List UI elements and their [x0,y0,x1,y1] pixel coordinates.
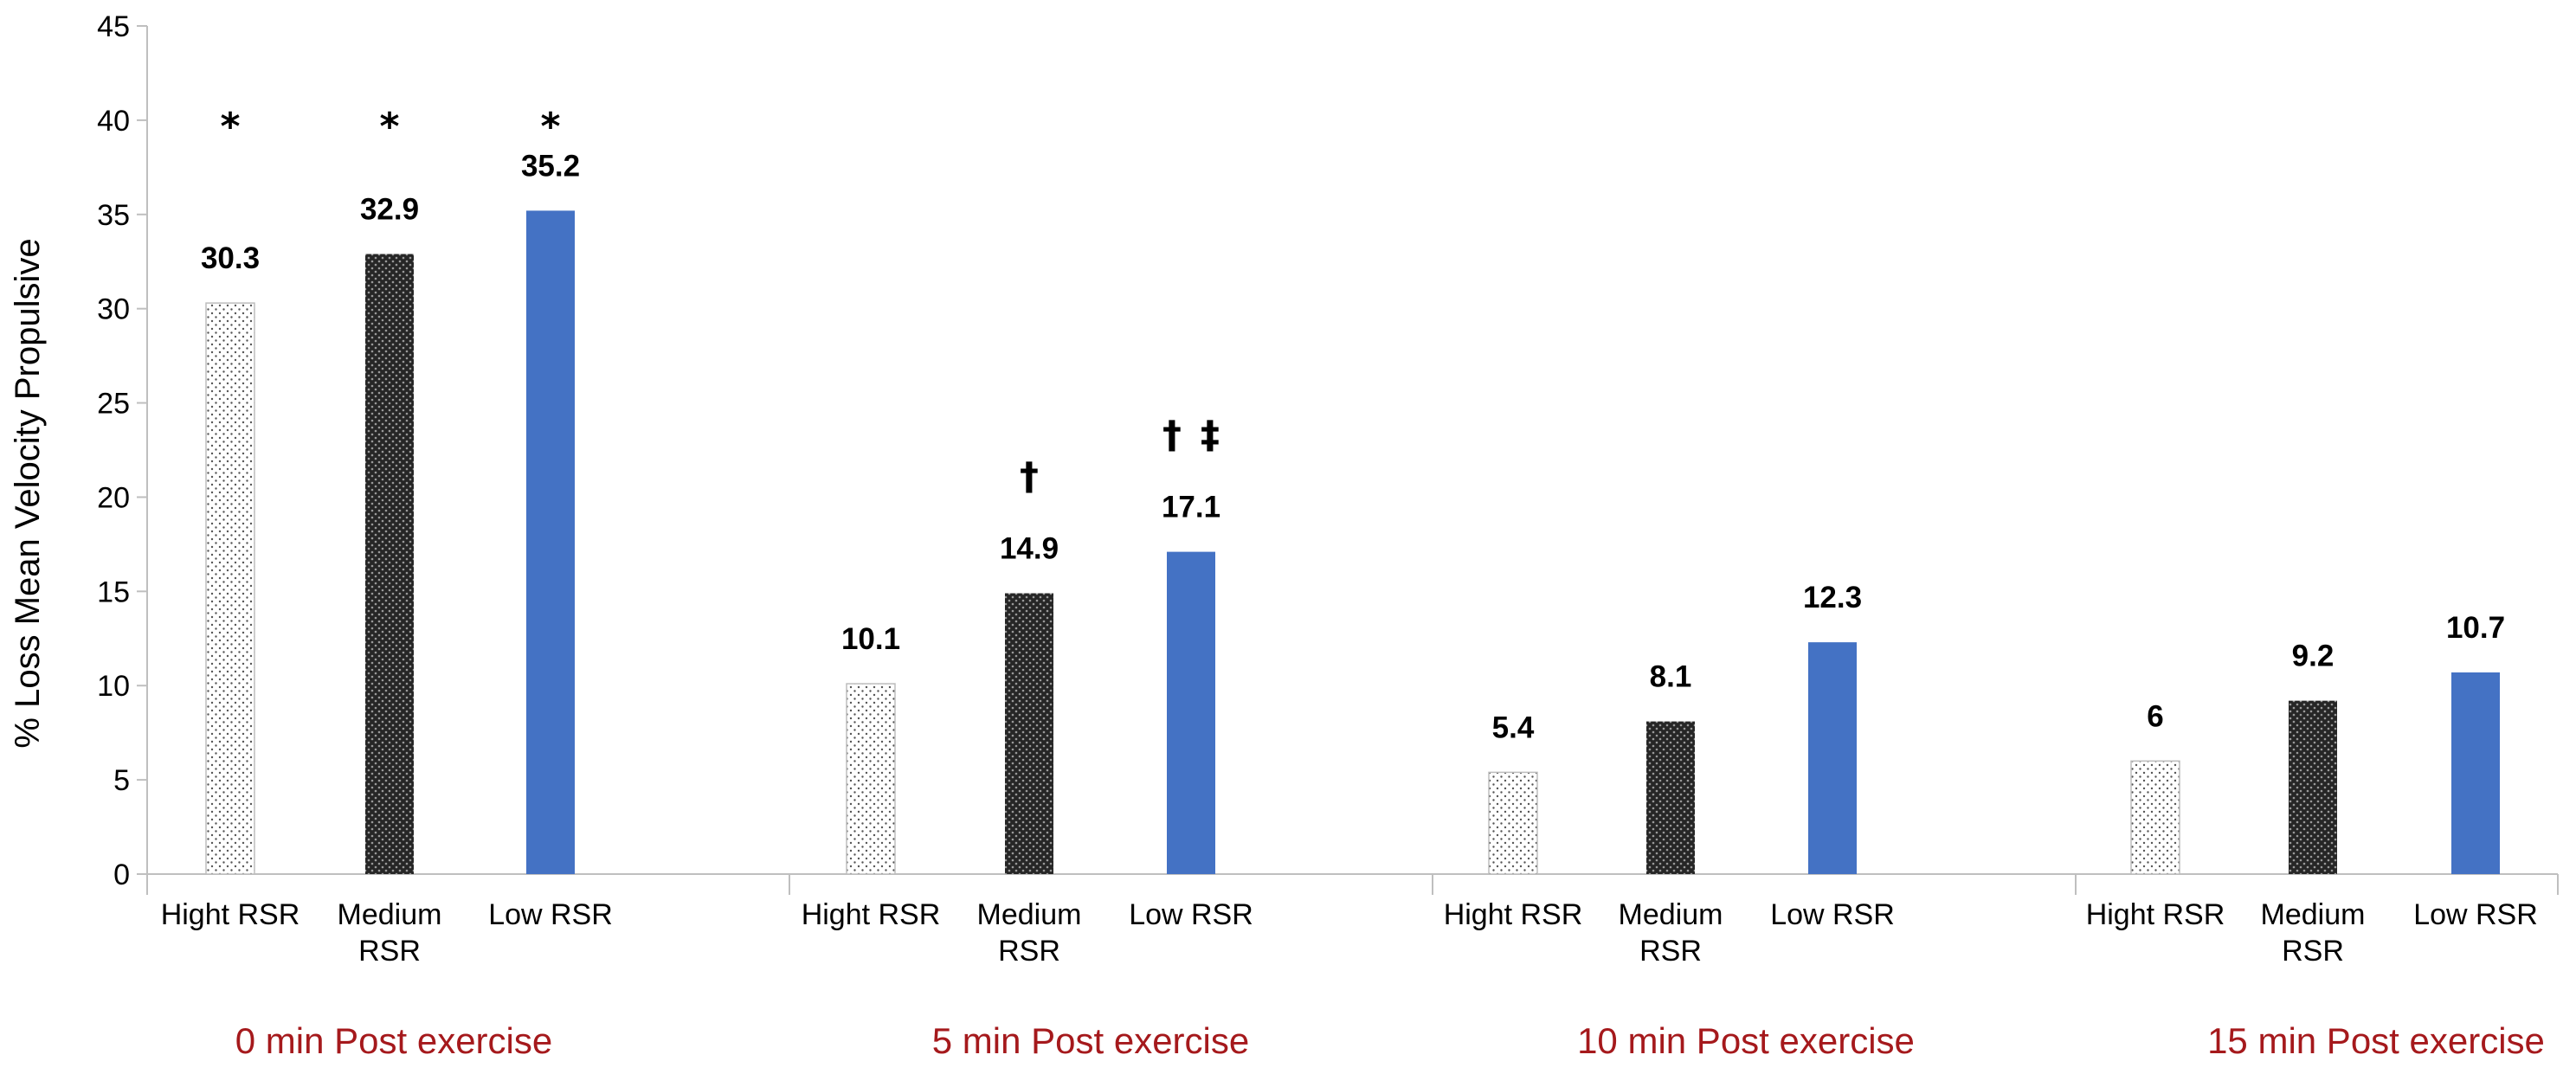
y-tick-label: 20 [97,481,130,514]
bar-medium-rsr [365,254,414,874]
bar-medium-rsr [2289,700,2337,874]
y-axis: 0 5 10 15 20 25 30 35 40 45 [97,10,148,891]
bar-low-rsr [526,210,575,874]
bar-low-rsr [2451,672,2500,874]
y-tick-label: 35 [97,199,130,232]
value-label: 8.1 [1650,660,1692,694]
y-tick-label: 15 [97,576,130,608]
category-label: Low RSR [1770,898,1895,931]
significance-marker: † [1020,455,1039,499]
y-tick-label: 30 [97,293,130,326]
category-label: Medium [1619,898,1723,931]
bars [205,210,2500,875]
category-label: RSR [998,935,1060,968]
category-label: Low RSR [488,898,613,931]
x-axis: Hight RSR Medium RSR Low RSR 0 min Post exer… [146,873,2559,1061]
y-tick-label: 5 [113,764,130,797]
significance-marker: * [220,105,240,149]
bar-medium-rsr [1646,721,1695,874]
y-tick-label: 25 [97,388,130,421]
value-label: 10.1 [841,622,900,656]
category-label: Hight RSR [1444,898,1583,931]
bar-low-rsr [1808,642,1857,874]
bar-hight-rsr [205,302,255,875]
category-label: RSR [1639,935,1702,968]
category-label: Hight RSR [2086,898,2225,931]
data-labels: 30.3*32.9*35.2*10.114.9†17.1† ‡5.48.112.… [201,105,2505,745]
category-label: Medium [2261,898,2366,931]
bar-hight-rsr [1488,771,1538,875]
y-axis-title: % Loss Mean Velocity Propulsive [9,238,47,748]
significance-marker: † ‡ [1162,414,1220,458]
value-label: 30.3 [201,241,260,275]
group-label: 5 min Post exercise [932,1020,1249,1061]
value-label: 5.4 [1492,711,1535,744]
category-label: Low RSR [1129,898,1253,931]
category-label: Hight RSR [802,898,941,931]
y-tick-label: 10 [97,670,130,703]
significance-marker: * [540,105,560,149]
value-label: 35.2 [521,149,580,183]
group-label: 10 min Post exercise [1577,1020,1915,1061]
value-label: 12.3 [1803,581,1862,614]
bar-hight-rsr [846,683,896,875]
value-label: 9.2 [2292,640,2334,673]
value-label: 17.1 [1162,491,1220,524]
group-label: 15 min Post exercise [2207,1020,2545,1061]
category-label: RSR [2282,935,2344,968]
y-tick-label: 40 [97,105,130,138]
y-tick-label: 0 [113,859,130,891]
bar-hight-rsr [2130,760,2180,875]
y-tick-label: 45 [97,10,130,43]
bar-medium-rsr [1005,593,1053,874]
category-label: RSR [358,935,421,968]
category-label: Medium [338,898,442,931]
category-label: Medium [977,898,1082,931]
bar-low-rsr [1167,551,1215,874]
value-label: 32.9 [360,193,419,227]
group-label: 0 min Post exercise [235,1020,552,1061]
value-label: 10.7 [2446,611,2505,645]
value-label: 14.9 [1000,532,1059,566]
category-label: Low RSR [2413,898,2538,931]
significance-marker: * [379,105,399,149]
value-label: 6 [2147,699,2163,733]
category-label: Hight RSR [161,898,300,931]
